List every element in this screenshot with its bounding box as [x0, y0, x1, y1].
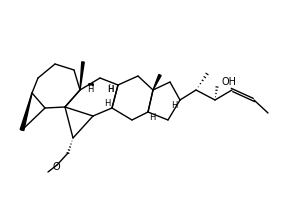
Text: OH: OH — [222, 77, 237, 87]
Text: O: O — [52, 162, 60, 172]
Text: H: H — [107, 84, 113, 93]
Polygon shape — [80, 62, 84, 90]
Text: H: H — [87, 85, 93, 94]
Text: H: H — [149, 112, 155, 121]
Text: H: H — [107, 84, 113, 93]
Text: H: H — [171, 102, 177, 111]
Polygon shape — [153, 74, 161, 90]
Text: H: H — [104, 98, 110, 107]
Polygon shape — [20, 93, 32, 130]
Text: ∶∶: ∶∶ — [108, 82, 111, 87]
